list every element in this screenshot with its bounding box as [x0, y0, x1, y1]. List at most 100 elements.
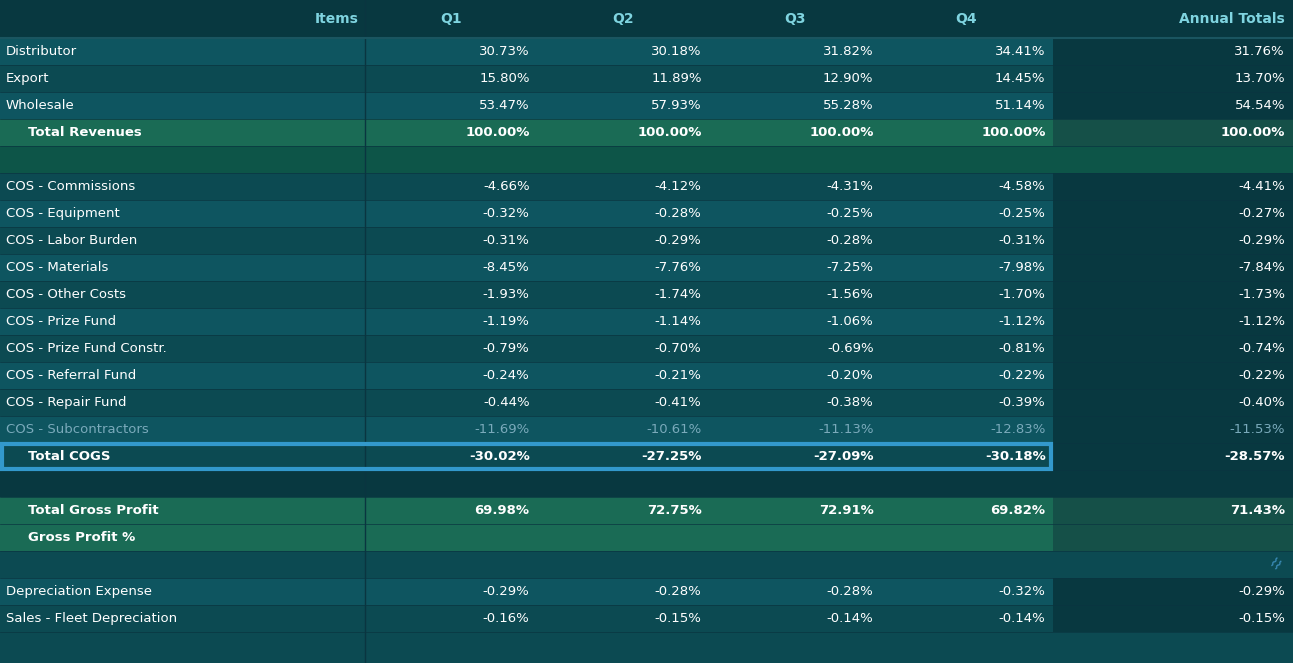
Bar	[709, 497, 881, 524]
Bar	[365, 362, 537, 389]
Text: 69.98%: 69.98%	[475, 504, 530, 517]
Text: COS - Repair Fund: COS - Repair Fund	[6, 396, 127, 409]
Text: COS - Prize Fund Constr.: COS - Prize Fund Constr.	[6, 342, 167, 355]
Bar	[3, 444, 1050, 469]
Text: -0.31%: -0.31%	[482, 234, 530, 247]
Text: 72.91%: 72.91%	[818, 504, 874, 517]
Text: -0.27%: -0.27%	[1239, 207, 1285, 220]
Text: Distributor: Distributor	[6, 45, 78, 58]
Bar	[537, 119, 709, 146]
Bar	[0, 605, 365, 632]
Bar	[1053, 119, 1293, 146]
Bar	[1053, 146, 1293, 173]
Text: 53.47%: 53.47%	[478, 99, 530, 112]
Text: -0.31%: -0.31%	[998, 234, 1046, 247]
Text: -7.84%: -7.84%	[1239, 261, 1285, 274]
Text: -10.61%: -10.61%	[646, 423, 702, 436]
Text: 55.28%: 55.28%	[822, 99, 874, 112]
Bar	[881, 200, 1053, 227]
Text: -7.76%: -7.76%	[654, 261, 702, 274]
Text: -7.25%: -7.25%	[826, 261, 874, 274]
Bar	[0, 227, 365, 254]
Bar	[709, 227, 881, 254]
Text: 100.00%: 100.00%	[637, 126, 702, 139]
Text: 12.90%: 12.90%	[824, 72, 874, 85]
Text: Gross Profit %: Gross Profit %	[28, 531, 136, 544]
Text: -1.73%: -1.73%	[1237, 288, 1285, 301]
Text: COS - Labor Burden: COS - Labor Burden	[6, 234, 137, 247]
Text: 57.93%: 57.93%	[650, 99, 702, 112]
Bar	[0, 200, 365, 227]
Bar	[0, 470, 365, 497]
Bar	[537, 335, 709, 362]
Text: -0.32%: -0.32%	[998, 585, 1046, 598]
Text: -0.39%: -0.39%	[998, 396, 1046, 409]
Bar	[881, 551, 1053, 578]
Bar	[709, 281, 881, 308]
Bar	[709, 470, 881, 497]
Bar	[0, 578, 365, 605]
Text: -0.79%: -0.79%	[482, 342, 530, 355]
Text: COS - Commissions: COS - Commissions	[6, 180, 136, 193]
Bar	[365, 38, 537, 65]
Bar	[537, 605, 709, 632]
Bar	[0, 173, 365, 200]
Bar	[1053, 362, 1293, 389]
Text: -0.44%: -0.44%	[484, 396, 530, 409]
Bar	[1053, 335, 1293, 362]
Text: 13.70%: 13.70%	[1235, 72, 1285, 85]
Bar	[537, 524, 709, 551]
Bar	[537, 200, 709, 227]
Text: -0.29%: -0.29%	[654, 234, 702, 247]
Bar	[1053, 416, 1293, 443]
Bar	[537, 173, 709, 200]
Bar	[0, 38, 365, 65]
Text: -4.58%: -4.58%	[998, 180, 1046, 193]
Bar	[1053, 308, 1293, 335]
Text: -11.53%: -11.53%	[1230, 423, 1285, 436]
Bar	[0, 65, 365, 92]
Text: -27.25%: -27.25%	[641, 450, 702, 463]
Bar	[1053, 524, 1293, 551]
Bar	[537, 551, 709, 578]
Bar	[0, 416, 365, 443]
Bar	[881, 281, 1053, 308]
Text: 14.45%: 14.45%	[996, 72, 1046, 85]
Bar	[1053, 470, 1293, 497]
Text: Wholesale: Wholesale	[6, 99, 75, 112]
Bar	[0, 335, 365, 362]
Bar	[881, 605, 1053, 632]
Bar	[537, 578, 709, 605]
Text: 100.00%: 100.00%	[809, 126, 874, 139]
Bar	[365, 605, 537, 632]
Text: Annual Totals: Annual Totals	[1179, 12, 1285, 26]
Bar	[365, 200, 537, 227]
Text: -0.22%: -0.22%	[1239, 369, 1285, 382]
Bar	[365, 497, 537, 524]
Bar	[537, 443, 709, 470]
Bar	[0, 281, 365, 308]
Bar	[881, 146, 1053, 173]
Text: -0.14%: -0.14%	[998, 612, 1046, 625]
Text: -0.29%: -0.29%	[482, 585, 530, 598]
Bar	[365, 92, 537, 119]
Text: -4.41%: -4.41%	[1239, 180, 1285, 193]
Text: Items: Items	[314, 12, 358, 26]
Text: COS - Subcontractors: COS - Subcontractors	[6, 423, 149, 436]
Bar	[709, 200, 881, 227]
Bar	[709, 605, 881, 632]
Text: -0.28%: -0.28%	[826, 585, 874, 598]
Text: -30.02%: -30.02%	[469, 450, 530, 463]
Bar	[881, 335, 1053, 362]
Bar	[365, 443, 537, 470]
Bar	[365, 227, 537, 254]
Text: -0.29%: -0.29%	[1239, 585, 1285, 598]
Bar	[0, 362, 365, 389]
Text: -4.12%: -4.12%	[654, 180, 702, 193]
Bar	[1053, 227, 1293, 254]
Bar	[537, 65, 709, 92]
Text: COS - Equipment: COS - Equipment	[6, 207, 120, 220]
Text: -1.14%: -1.14%	[654, 315, 702, 328]
Bar	[1053, 497, 1293, 524]
Text: 30.73%: 30.73%	[478, 45, 530, 58]
